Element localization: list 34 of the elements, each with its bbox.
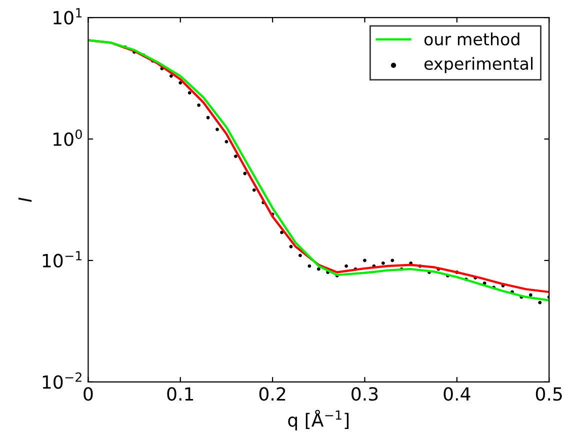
- legend-label: experimental: [424, 57, 533, 74]
- y-tick-label: 10$^{−2}$: [42, 372, 82, 389]
- y-tick-label: 10$^{0}$: [54, 129, 82, 146]
- point: [197, 103, 201, 107]
- point: [381, 261, 385, 265]
- point: [169, 74, 173, 78]
- point: [363, 258, 366, 262]
- x-axis-title: q [Å$^{−1}$]: [288, 410, 349, 430]
- y-axis-title: I: [18, 198, 32, 202]
- point: [289, 244, 293, 248]
- point: [243, 172, 247, 176]
- x-tick-label: 0: [84, 387, 93, 401]
- point: [234, 154, 238, 158]
- point: [188, 91, 192, 95]
- point: [206, 116, 210, 120]
- x-tick-label: 0.3: [352, 387, 378, 401]
- point: [224, 140, 228, 144]
- point: [538, 300, 542, 304]
- point: [178, 81, 182, 85]
- x-tick-label: 0.5: [536, 387, 562, 401]
- x-tick-label: 0.2: [259, 387, 286, 401]
- x-tick-label: 0.4: [444, 387, 470, 401]
- y-tick-label: 10$^{1}$: [54, 8, 82, 25]
- point: [252, 188, 256, 192]
- legend-label: our method: [424, 32, 520, 46]
- point: [390, 258, 394, 262]
- point: [528, 293, 532, 297]
- point: [298, 254, 302, 258]
- point: [280, 230, 284, 234]
- y-tick-label: 10$^{−1}$: [42, 251, 82, 268]
- x-tick-label: 0.1: [167, 387, 194, 401]
- point: [216, 128, 219, 132]
- point: [344, 264, 348, 268]
- point: [316, 267, 320, 271]
